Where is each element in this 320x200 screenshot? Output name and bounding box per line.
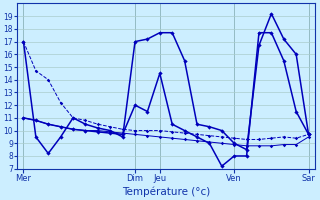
X-axis label: Température (°c): Température (°c): [122, 186, 210, 197]
